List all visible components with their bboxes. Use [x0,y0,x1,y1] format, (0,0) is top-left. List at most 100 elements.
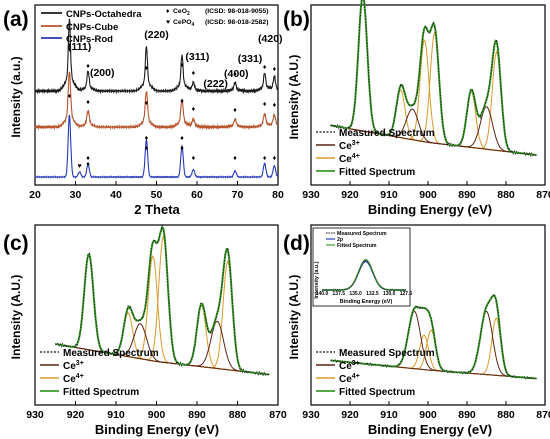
legend-label: Ce4+ [339,373,360,385]
panel-c-x-tick-label: 900 [148,409,166,421]
panel-d-x-tick-label: 900 [419,409,437,421]
panel-b-x-tick-label: 870 [536,189,550,201]
peak-label: (331) [238,53,263,65]
peak-marker-heart: ♥ [77,163,81,170]
ref-compound-ceo2: CeO2 [173,8,190,17]
panel-c-xps-chart: (c) Intensity (A.U.) Binding Energy (eV)… [3,224,287,437]
legend-label: Ce3+ [63,360,84,372]
panel-a-x-tick-label: 40 [110,189,122,201]
peak-label: (111) [68,41,91,53]
panel-c-x-tick-label: 920 [67,409,85,421]
panel-d-curves [330,293,538,380]
series-cnps-octahedra [34,18,279,95]
ref-symbol-cepo4: ♥ [166,19,170,26]
panel-a-x-tick-label: 50 [151,189,163,201]
panel-b-x-tick-label: 910 [380,189,398,201]
peak-marker-diamond: ♦ [145,100,149,107]
panel-d-x-ticks: 930 920 910 900 890 880 870 [302,401,550,421]
panel-b-ylabel: Intensity (A.U.) [287,55,301,140]
ce3-component [55,320,270,375]
panel-a-ylabel: Intensity (a.u.) [9,56,23,137]
panel-b-x-tick-label: 900 [419,189,437,201]
peak-marker-diamond: ♦ [192,70,196,77]
ce3-component [330,106,537,156]
peak-marker-diamond: ♦ [233,107,237,114]
measured-spectrum-line [55,225,270,377]
peak-marker-diamond: ♦ [145,135,149,142]
panel-a-x-tick-label: 60 [191,189,203,201]
panel-b-xlabel: Binding Energy (eV) [368,202,492,217]
peak-marker-diamond: ♦ [263,64,267,71]
panel-a-x-tick-label: 70 [232,189,244,201]
peak-marker-diamond: ♦ [145,145,149,152]
peak-marker-diamond: ♦ [68,93,72,100]
panel-d-letter: (d) [283,232,310,255]
peak-marker-diamond: ♦ [273,102,277,109]
peak-marker-diamond: ♦ [180,135,184,142]
peak-label: (222) [203,78,228,90]
legend-label: Ce4+ [63,373,84,385]
inset-legend: Measured Spectrum 2p Fitted Spectrum [326,231,387,249]
peak-marker-diamond: ♦ [233,71,237,78]
panel-a-peak-labels: (111) (200) (220) (311) (222)(400) (331) (420) [68,29,283,90]
peak-label: (420) [258,33,283,45]
peak-marker-diamond: ♦ [86,155,90,162]
panel-d-xlabel: Binding Energy (eV) [368,422,492,437]
inset-tick-label: 130.0 [383,291,396,297]
ce4-component [55,311,270,375]
panel-a-peak-markers: ♦ ♦ ♦♦ ♦♦ ♦♦ ♦ ♦♦ ♦♦ ♦♦♦ ♦♦ ♦ ♦ ♦♦♥ ♦♦♦ [68,62,277,170]
panel-c-letter: (c) [3,232,29,255]
panel-d-x-tick-label: 870 [536,409,550,421]
legend-label: Fitted Spectrum [339,387,415,398]
panel-c-ylabel: Intensity (A.U.) [9,275,23,360]
panel-d-x-tick-label: 890 [458,409,476,421]
panel-b-xps-chart: (b) Intensity (A.U.) Binding Energy (eV)… [283,0,550,217]
measured-spectrum-line [330,293,537,380]
ce4-component [330,90,537,156]
panel-d-xps-chart: (d) Intensity (A.U.) Binding Energy (eV)… [283,224,550,437]
peak-marker-diamond: ♦ [86,161,90,168]
panel-c-x-ticks: 930 920 910 900 890 880 870 [26,401,287,421]
inset-tick-label: 135.0 [349,291,362,297]
legend-label-cube: CNPs-Cube [66,22,118,33]
legend-label: Measured Spectrum [63,348,159,359]
legend-label: Ce3+ [339,140,360,152]
peak-marker-diamond: ♦ [86,99,90,106]
panel-d-x-tick-label: 920 [341,409,359,421]
inset-tick-label: 137.5 [333,291,346,297]
panel-c-x-tick-label: 870 [269,409,287,421]
panel-d-inset: Intensity (a.u.) Binding Energy (eV) 140… [312,227,412,307]
peak-marker-diamond: ♦ [273,155,277,162]
inset-fitted-curve [322,259,406,291]
panel-c-x-tick-label: 890 [188,409,206,421]
panel-b-x-tick-label: 930 [302,189,320,201]
panel-c-x-tick-label: 880 [229,409,247,421]
peak-marker-diamond: ♦ [180,98,184,105]
panel-b-x-tick-label: 880 [497,189,515,201]
peak-marker-diamond: ♦ [192,155,196,162]
panel-a-xrd-chart: (a) Intensity (a.u.) 2 Theta 20 30 40 50 60 7… [3,4,284,217]
panel-a-legend: CNPs-Octahedra CNPs-Cube CNPs-Rod [41,9,142,45]
panel-d-x-tick-label: 880 [497,409,515,421]
peak-marker-diamond: ♦ [263,155,267,162]
inset-curves [321,258,407,292]
legend-label: Ce3+ [339,360,360,372]
peak-marker-diamond: ♦ [180,62,184,69]
legend-label-rod: CNPs-Rod [66,34,113,45]
ce4-component [330,89,537,156]
peak-label: (400) [224,68,249,80]
panel-a-reference-legend: ♦ CeO2 (ICSD: 98-018-9055) ♥ CePO4 (ICSD… [166,8,268,28]
measured-spectrum-line [330,0,537,158]
panel-c-x-tick-label: 910 [107,409,125,421]
panel-d-ylabel: Intensity (A.U.) [287,275,301,360]
panel-a-x-tick-label: 20 [29,189,41,201]
panel-c-xlabel: Binding Energy (eV) [95,422,219,437]
panel-c-curves [55,224,270,377]
panel-a-letter: (a) [3,8,29,31]
ref-note-ceo2: (ICSD: 98-018-9055) [205,8,268,15]
peak-marker-diamond: ♦ [263,101,267,108]
panel-a-x-tick-label: 30 [70,189,82,201]
